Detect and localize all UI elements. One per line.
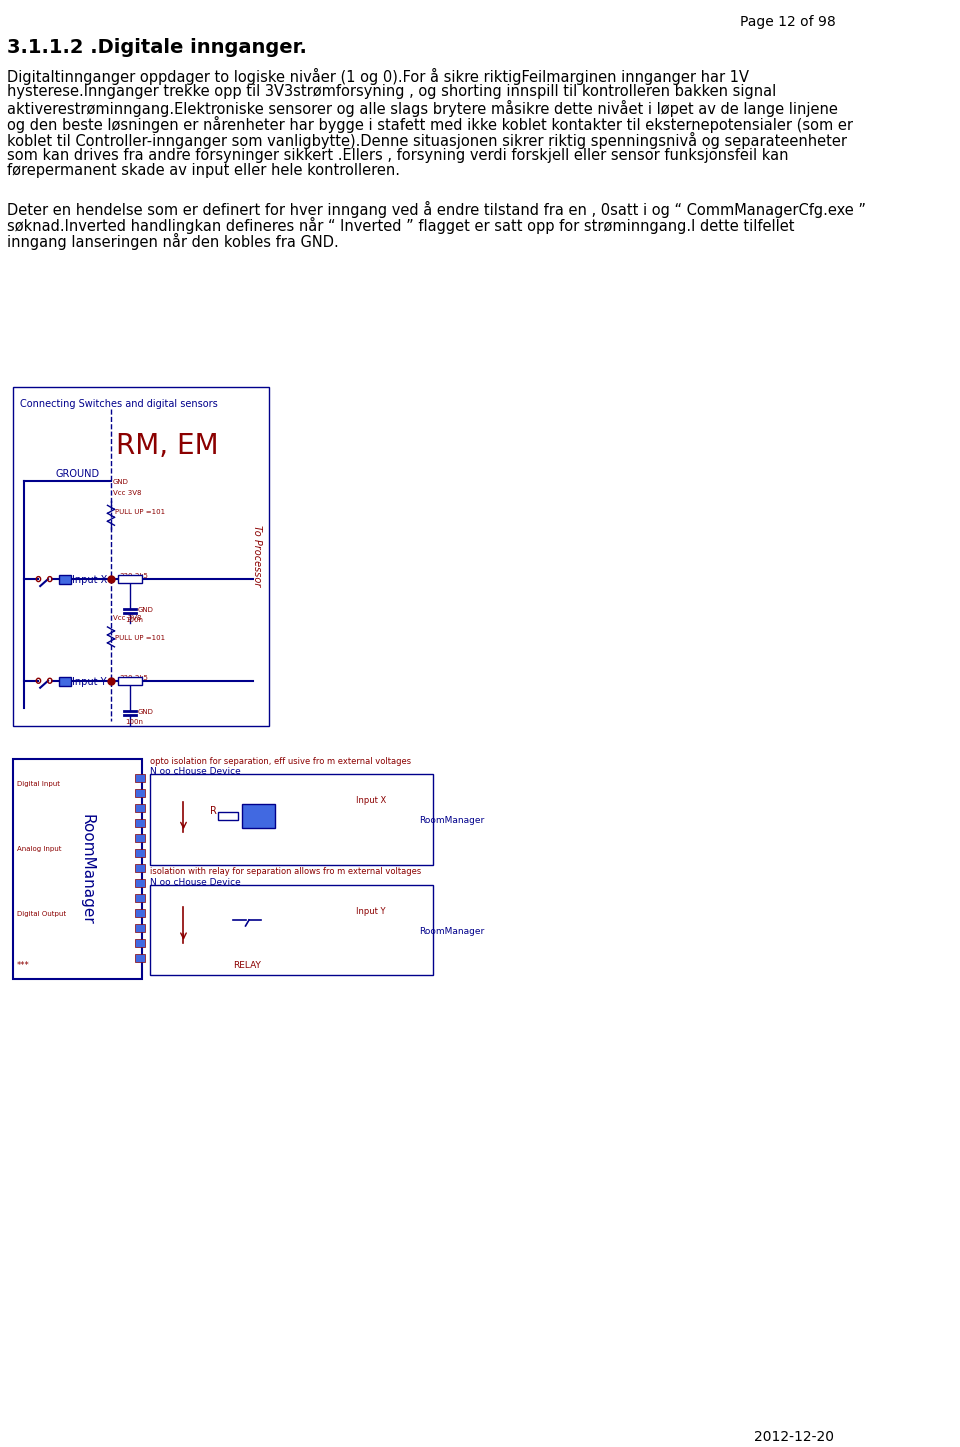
Text: Digitaltinnganger oppdager to logiske nivåer (1 og 0).For å sikre riktigFeilmarg: Digitaltinnganger oppdager to logiske ni… — [7, 68, 749, 85]
Text: Vcc 3V8: Vcc 3V8 — [112, 615, 141, 621]
Text: GND: GND — [138, 709, 154, 715]
Text: To Processor: To Processor — [252, 525, 262, 587]
Bar — [60, 677, 71, 686]
Text: søknad.Inverted handlingkan defineres når “ Inverted ” flagget er satt opp for s: søknad.Inverted handlingkan defineres nå… — [7, 217, 795, 234]
Text: 330-2k5: 330-2k5 — [120, 674, 149, 680]
Text: ***: *** — [16, 961, 30, 969]
Text: 100n: 100n — [125, 616, 143, 624]
Text: Analog Input: Analog Input — [16, 846, 61, 852]
Text: 100n: 100n — [125, 719, 143, 725]
Text: RoomManager: RoomManager — [80, 813, 95, 925]
Text: Vcc 3V8: Vcc 3V8 — [112, 491, 141, 496]
Bar — [134, 835, 145, 842]
Text: Connecting Switches and digital sensors: Connecting Switches and digital sensors — [20, 399, 218, 408]
Bar — [134, 819, 145, 828]
Bar — [134, 894, 145, 901]
Text: Input Y: Input Y — [355, 907, 385, 916]
Bar — [134, 849, 145, 857]
Text: Input X: Input X — [72, 574, 107, 585]
Text: 3.1.1.2 .Digitale innganger.: 3.1.1.2 .Digitale innganger. — [7, 38, 307, 56]
Text: og den beste løsningen er nårenheter har bygge i stafett med ikke koblet kontakt: og den beste løsningen er nårenheter har… — [7, 116, 853, 133]
Text: isolation with relay for separation allows fro m external voltages: isolation with relay for separation allo… — [151, 867, 421, 875]
Text: GND: GND — [138, 606, 154, 614]
Text: som kan drives fra andre forsyninger sikkert .Ellers , forsyning verdi forskjell: som kan drives fra andre forsyninger sik… — [7, 148, 788, 162]
Text: GND: GND — [112, 479, 129, 485]
Text: Input Y: Input Y — [72, 677, 107, 687]
Bar — [151, 886, 433, 975]
Text: RELAY: RELAY — [233, 961, 261, 969]
Bar — [134, 864, 145, 873]
Text: PULL UP =101: PULL UP =101 — [115, 635, 165, 641]
Text: GROUND: GROUND — [55, 469, 99, 479]
Text: R: R — [209, 806, 217, 816]
Bar — [134, 939, 145, 946]
Text: RoomManager: RoomManager — [420, 816, 485, 825]
Bar — [219, 812, 238, 820]
Bar — [118, 677, 142, 684]
Text: koblet til Controller-innganger som vanligbytte).Denne situasjonen sikrer riktig: koblet til Controller-innganger som vanl… — [7, 132, 847, 149]
Text: 330-2k5: 330-2k5 — [120, 573, 149, 579]
Bar — [134, 774, 145, 783]
Bar — [118, 574, 142, 583]
Text: RoomManager: RoomManager — [420, 928, 485, 936]
Text: RM, EM: RM, EM — [116, 431, 219, 460]
Bar — [13, 386, 269, 725]
Text: Digital Input: Digital Input — [16, 781, 60, 787]
Bar — [134, 909, 145, 917]
Text: Input X: Input X — [355, 796, 386, 806]
Text: Digital Output: Digital Output — [16, 912, 65, 917]
Text: 2012-12-20: 2012-12-20 — [755, 1430, 834, 1444]
Bar — [151, 774, 433, 865]
Text: Deter en hendelse som er definert for hver inngang ved å endre tilstand fra en ,: Deter en hendelse som er definert for hv… — [7, 201, 866, 218]
Text: PULL UP =101: PULL UP =101 — [115, 509, 165, 515]
Bar — [134, 805, 145, 812]
Bar — [134, 954, 145, 962]
Bar — [60, 574, 71, 585]
Bar — [134, 925, 145, 932]
Text: opto isolation for separation, eff usive fro m external voltages: opto isolation for separation, eff usive… — [151, 757, 412, 765]
Text: hysterese.Innganger trekke opp til 3V3strømforsyning , og shorting innspill til : hysterese.Innganger trekke opp til 3V3st… — [7, 84, 777, 98]
Text: inngang lanseringen når den kobles fra GND.: inngang lanseringen når den kobles fra G… — [7, 233, 339, 250]
Bar — [242, 805, 276, 828]
Bar — [13, 760, 141, 978]
Bar — [134, 880, 145, 887]
Text: førepermanent skade av input eller hele kontrolleren.: førepermanent skade av input eller hele … — [7, 164, 400, 178]
Text: aktiverestrøminngang.Elektroniske sensorer og alle slags brytere måsikre dette n: aktiverestrøminngang.Elektroniske sensor… — [7, 100, 838, 117]
Text: Page 12 of 98: Page 12 of 98 — [739, 14, 835, 29]
Text: N oo cHouse Device: N oo cHouse Device — [151, 767, 241, 777]
Bar — [134, 790, 145, 797]
Text: N oo cHouse Device: N oo cHouse Device — [151, 878, 241, 887]
